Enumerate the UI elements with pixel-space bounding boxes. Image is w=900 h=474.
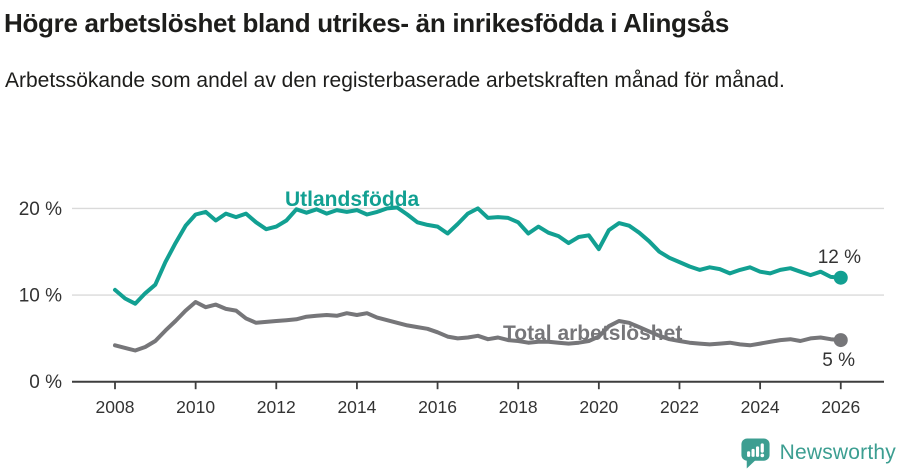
x-tick-label: 2016 (418, 397, 457, 417)
series-line-total (113, 300, 843, 353)
x-tick-label: 2010 (176, 397, 215, 417)
x-tick-label: 2026 (821, 397, 860, 417)
x-tick-label: 2014 (337, 397, 376, 417)
series-inline-label: Total arbetslöshet (503, 322, 682, 345)
series-end-dot (833, 333, 848, 348)
y-tick-label: 0 % (29, 372, 62, 393)
y-tick-label: 10 % (19, 286, 62, 307)
series-inline-label: Utlandsfödda (285, 188, 419, 211)
series-end-value-label: 5 % (822, 350, 855, 371)
newsworthy-brand-text: Newsworthy (779, 441, 896, 464)
series-end-dot (833, 270, 848, 285)
footer-brand: Newsworthy (739, 436, 896, 470)
x-tick-label: 2012 (257, 397, 296, 417)
page-subtitle: Arbetssökande som andel av den registerb… (5, 69, 785, 92)
page-title: Högre arbetslöshet bland utrikes- än inr… (4, 8, 730, 38)
x-tick-label: 2008 (96, 397, 135, 417)
x-tick-label: 2022 (660, 397, 699, 417)
y-tick-label: 20 % (19, 199, 62, 220)
x-tick-label: 2018 (499, 397, 538, 417)
newsworthy-logo-icon (741, 438, 770, 469)
series-end-value-label: 12 % (818, 247, 861, 268)
series-line-utlandsfodda (113, 205, 843, 306)
x-tick-label: 2024 (741, 397, 780, 417)
x-tick-label: 2020 (579, 397, 618, 417)
